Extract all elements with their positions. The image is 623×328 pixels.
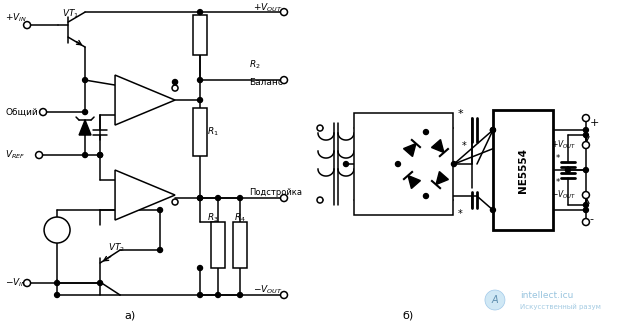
Circle shape	[98, 280, 103, 285]
Circle shape	[36, 152, 42, 158]
Circle shape	[197, 77, 202, 83]
Circle shape	[197, 293, 202, 297]
Circle shape	[158, 208, 163, 213]
Polygon shape	[436, 172, 449, 185]
Circle shape	[173, 80, 178, 85]
Text: Искусственный разум: Искусственный разум	[520, 304, 601, 310]
Text: $-V_{OUT}$: $-V_{OUT}$	[253, 284, 283, 296]
Circle shape	[583, 168, 588, 173]
Text: intellect.icu: intellect.icu	[520, 291, 573, 299]
Text: б): б)	[402, 310, 414, 320]
Circle shape	[237, 293, 242, 297]
Circle shape	[197, 97, 202, 103]
Circle shape	[55, 293, 60, 297]
Bar	[493, 110, 553, 230]
Circle shape	[583, 192, 589, 198]
Circle shape	[583, 142, 589, 149]
Text: $+V_{IN}$: $+V_{IN}$	[5, 12, 27, 24]
Text: +: +	[590, 118, 599, 128]
Text: *: *	[556, 177, 560, 187]
Text: $-V_{OUT}$: $-V_{OUT}$	[551, 189, 576, 201]
Circle shape	[424, 130, 429, 134]
Circle shape	[197, 195, 202, 200]
Circle shape	[566, 168, 571, 173]
Text: *: *	[462, 141, 467, 151]
Circle shape	[172, 199, 178, 205]
Polygon shape	[432, 140, 444, 153]
Circle shape	[44, 217, 70, 243]
Circle shape	[317, 125, 323, 131]
Text: *: *	[556, 154, 560, 163]
Circle shape	[197, 266, 202, 271]
Circle shape	[583, 218, 589, 226]
Text: $R_2$: $R_2$	[249, 59, 260, 71]
Text: $VT_1$: $VT_1$	[62, 8, 79, 20]
Circle shape	[197, 10, 202, 14]
Text: $VT_2$: $VT_2$	[108, 242, 125, 254]
Text: $R_4$: $R_4$	[234, 212, 246, 224]
Text: Баланс: Баланс	[249, 77, 283, 87]
Bar	[233, 222, 247, 268]
Text: *: *	[457, 109, 463, 119]
Circle shape	[583, 128, 588, 133]
Circle shape	[83, 153, 88, 157]
Text: A: A	[492, 295, 498, 305]
Circle shape	[98, 153, 103, 157]
Circle shape	[490, 208, 495, 213]
Circle shape	[317, 197, 323, 203]
Circle shape	[343, 162, 348, 167]
Polygon shape	[115, 75, 175, 125]
Circle shape	[158, 248, 163, 253]
Text: $-V_{IN}$: $-V_{IN}$	[5, 277, 27, 289]
Bar	[193, 108, 207, 156]
Circle shape	[216, 293, 221, 297]
Text: ДУ2: ДУ2	[121, 192, 139, 200]
Text: Общий: Общий	[5, 108, 38, 116]
Text: -: -	[590, 214, 594, 224]
Circle shape	[197, 195, 202, 200]
Circle shape	[583, 202, 588, 208]
Text: Подстройка: Подстройка	[249, 188, 302, 196]
Circle shape	[55, 280, 60, 285]
Text: ДУ1: ДУ1	[121, 96, 139, 106]
Text: $R_3$: $R_3$	[207, 212, 219, 224]
Text: а): а)	[125, 310, 136, 320]
Circle shape	[237, 195, 242, 200]
Circle shape	[40, 109, 47, 115]
Bar	[193, 15, 207, 55]
Circle shape	[24, 22, 31, 29]
Circle shape	[490, 128, 495, 133]
Circle shape	[583, 208, 588, 213]
Text: $V_{REF}$: $V_{REF}$	[5, 149, 26, 161]
Circle shape	[216, 195, 221, 200]
Text: NE5554: NE5554	[518, 148, 528, 193]
Polygon shape	[404, 144, 416, 156]
Text: $+V_{OUT}$: $+V_{OUT}$	[551, 139, 576, 151]
Circle shape	[485, 290, 505, 310]
Circle shape	[280, 195, 287, 201]
Text: $+V_{OUT}$: $+V_{OUT}$	[253, 2, 283, 14]
Circle shape	[280, 76, 287, 84]
Text: *: *	[457, 209, 462, 219]
Circle shape	[396, 162, 401, 167]
Circle shape	[24, 279, 31, 287]
Polygon shape	[115, 170, 175, 220]
Circle shape	[424, 194, 429, 198]
Bar	[354, 113, 453, 215]
Circle shape	[583, 133, 588, 137]
Circle shape	[490, 128, 495, 133]
Bar	[211, 222, 225, 268]
Circle shape	[83, 110, 88, 114]
Circle shape	[172, 85, 178, 91]
Polygon shape	[408, 175, 421, 189]
Circle shape	[98, 153, 103, 157]
Circle shape	[452, 162, 457, 167]
Circle shape	[83, 77, 88, 83]
Polygon shape	[79, 120, 91, 135]
Text: $R_1$: $R_1$	[207, 126, 219, 138]
Circle shape	[280, 292, 287, 298]
Circle shape	[280, 9, 287, 16]
Circle shape	[583, 114, 589, 122]
